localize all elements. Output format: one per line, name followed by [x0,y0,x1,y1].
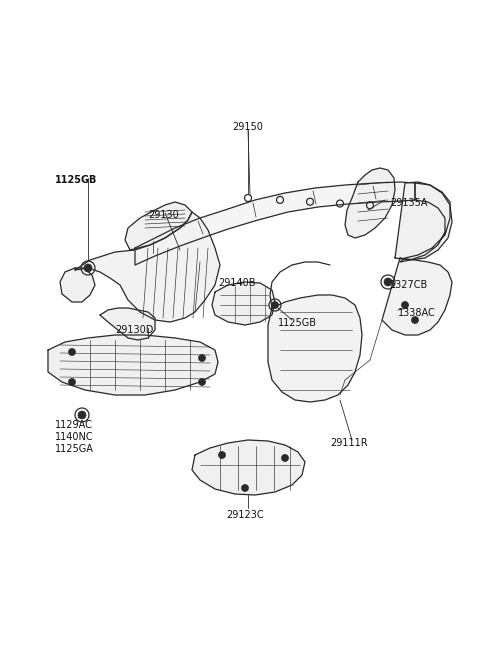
Polygon shape [125,202,192,250]
Text: 29130D: 29130D [115,325,154,335]
Circle shape [78,411,86,419]
Polygon shape [395,182,452,260]
Polygon shape [400,183,450,262]
Circle shape [199,355,205,361]
Text: 1125GB: 1125GB [278,318,317,328]
Circle shape [84,264,92,272]
Text: 1125GA: 1125GA [55,444,94,454]
Circle shape [241,484,249,491]
Polygon shape [382,258,452,335]
Polygon shape [268,295,362,402]
Polygon shape [135,182,415,265]
Text: 29150: 29150 [233,122,264,132]
Circle shape [199,378,205,386]
Polygon shape [192,440,305,495]
Text: 1140NC: 1140NC [55,432,94,442]
Circle shape [69,378,75,386]
Text: 1338AC: 1338AC [398,308,436,318]
Polygon shape [100,308,155,340]
Polygon shape [48,335,218,395]
Circle shape [411,317,419,323]
Text: 29140B: 29140B [218,278,255,288]
Circle shape [384,278,392,286]
Polygon shape [212,282,275,325]
Text: 1125GB: 1125GB [55,175,97,185]
Polygon shape [345,168,395,238]
Text: 29135A: 29135A [390,198,428,208]
Text: 29123C: 29123C [226,510,264,520]
Polygon shape [60,268,95,302]
Text: 29111R: 29111R [330,438,368,448]
Circle shape [272,302,278,309]
Circle shape [401,302,408,309]
Circle shape [281,455,288,461]
Text: 1129AC: 1129AC [55,420,93,430]
Polygon shape [75,212,220,322]
Circle shape [69,348,75,355]
Circle shape [218,451,226,459]
Text: 29130: 29130 [148,210,179,220]
Text: 1327CB: 1327CB [390,280,428,290]
